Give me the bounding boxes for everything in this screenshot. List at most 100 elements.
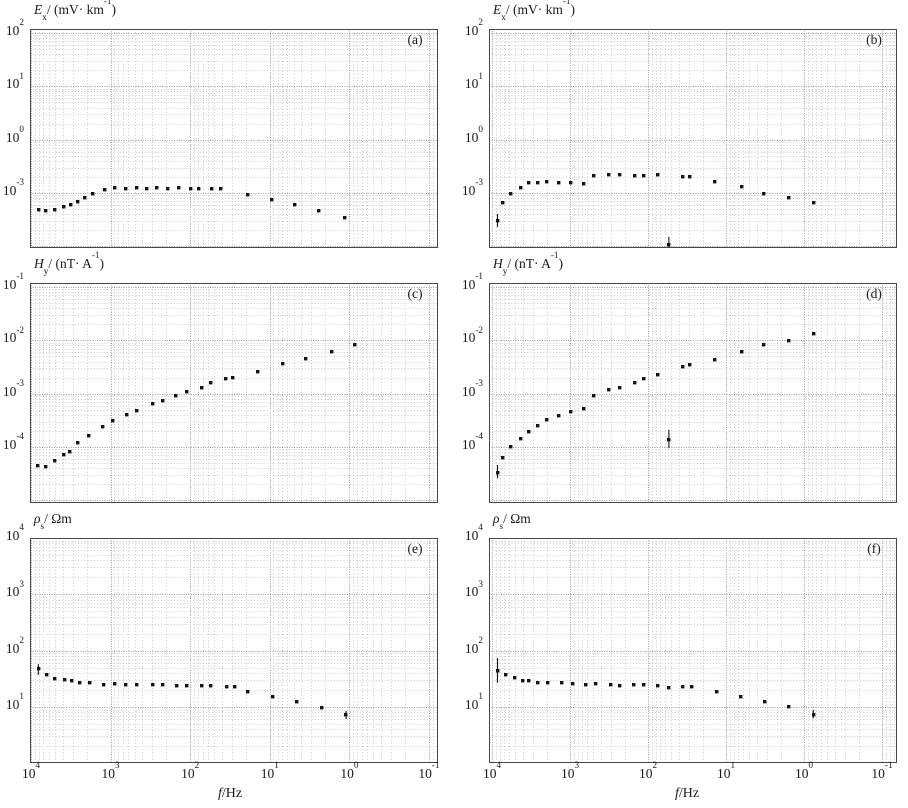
data-point-marker <box>304 357 308 361</box>
x-axis-title-var-right: f <box>674 786 679 801</box>
data-point-marker <box>295 700 299 704</box>
data-point-marker <box>501 201 505 205</box>
data-point-marker <box>151 683 155 687</box>
panel-f-gridlines <box>489 538 897 763</box>
data-point-marker <box>44 465 48 469</box>
data-point-marker <box>536 424 540 428</box>
data-point-marker <box>174 394 178 398</box>
data-point-marker <box>124 187 128 191</box>
panel-e-xtick-10e1: 101 <box>260 760 279 781</box>
panel-d-y-axis-title: Hy/ (nT· A-1) <box>493 251 563 276</box>
data-point-marker <box>496 219 500 223</box>
panel-b-ylabel-sup: -1 <box>562 0 571 7</box>
data-point-marker <box>353 343 357 347</box>
panel-c-ytick-10e-4: 10-4 <box>2 431 24 452</box>
data-point-marker <box>592 174 596 178</box>
panel-e-data-points <box>37 667 348 717</box>
data-point-marker <box>53 459 57 463</box>
data-point-marker <box>44 209 48 213</box>
panel-c-plot <box>30 283 438 503</box>
data-point-marker <box>607 173 611 177</box>
data-point-marker <box>189 187 193 191</box>
x-axis-title-unit-right: /Hz <box>678 786 700 801</box>
panel-e-corner-label: (e) <box>407 541 423 556</box>
data-point-marker <box>135 409 139 413</box>
panel-b-corner-label: (b) <box>866 32 882 47</box>
data-point-marker <box>812 201 816 205</box>
panel-e-ytick-10e2: 102 <box>5 635 24 656</box>
data-point-marker <box>225 685 229 689</box>
panel-f-plot <box>489 538 897 763</box>
data-point-marker <box>536 181 540 185</box>
data-point-marker <box>690 685 694 689</box>
data-point-marker <box>343 216 347 220</box>
panel-f-ytick-10e2: 102 <box>464 635 483 656</box>
data-point-marker <box>102 683 106 687</box>
panel-b-ylabel-close: ) <box>570 2 575 17</box>
panel-a-gridlines <box>30 29 438 248</box>
panel-f-border <box>489 538 897 763</box>
data-point-marker <box>557 181 561 185</box>
panel-f-errorbars <box>496 658 814 719</box>
panel-e-ytick-10e4: 104 <box>5 522 24 543</box>
data-point-marker <box>763 700 767 704</box>
panel-d-ylabel-sup: -1 <box>550 250 559 261</box>
data-point-marker <box>545 180 549 184</box>
panel-e-ylabel-var: ρ <box>34 511 41 526</box>
data-point-marker <box>667 686 671 690</box>
panel-c-ylabel-sub: y <box>43 266 49 277</box>
data-point-marker <box>113 186 117 190</box>
data-point-marker <box>62 453 66 457</box>
panel-d-data-points <box>496 332 816 475</box>
data-point-marker <box>135 186 139 190</box>
panel-a-corner-label: (a) <box>407 32 423 47</box>
panel-c-ytick-10e-1: 10-1 <box>2 271 24 292</box>
panel-a-ytick-10e0: 100 <box>5 124 24 145</box>
data-point-marker <box>68 450 72 454</box>
data-point-marker <box>642 174 646 178</box>
panel-d-gridlines <box>489 283 897 503</box>
data-point-marker <box>513 676 517 680</box>
data-point-marker <box>812 332 816 336</box>
panel-e-ytick-10e1: 101 <box>5 691 24 712</box>
panel-a-ylabel-unit: / (mV· km <box>46 2 104 17</box>
panel-b-ylabel-unit: / (mV· km <box>505 2 563 17</box>
data-point-marker <box>582 407 586 411</box>
data-point-marker <box>293 203 297 207</box>
data-point-marker <box>209 381 213 385</box>
panel-c-gridlines <box>30 283 438 503</box>
data-point-marker <box>37 208 41 212</box>
data-point-marker <box>632 683 636 687</box>
panel-e-border <box>30 538 438 763</box>
panel-e-plot <box>30 538 438 763</box>
data-point-marker <box>681 365 685 369</box>
panel-f-xtick-10e2: 102 <box>638 760 658 781</box>
data-point-marker <box>36 464 40 468</box>
data-point-marker <box>519 437 523 441</box>
panel-e-xtick-10e4: 104 <box>21 760 41 781</box>
data-point-marker <box>681 175 685 179</box>
data-point-marker <box>125 413 129 417</box>
panel-f-xtick-10e0: 100 <box>794 760 814 781</box>
data-point-marker <box>527 181 531 185</box>
panel-d-ytick-10e-1: 10-1 <box>461 271 483 292</box>
panel-f-xtick-10e1: 101 <box>716 760 736 781</box>
panel-b-ylabel-var: E <box>493 2 502 17</box>
data-point-marker <box>594 682 598 686</box>
data-point-marker <box>569 410 573 414</box>
data-point-marker <box>256 370 260 374</box>
panel-e-xtick-10e2: 102 <box>181 760 200 781</box>
data-point-marker <box>185 684 189 688</box>
panel-e-ylabel-sub: s <box>40 521 45 532</box>
data-point-marker <box>53 677 57 681</box>
panel-e-xtick-10e3: 103 <box>101 760 120 781</box>
data-point-marker <box>787 196 791 200</box>
data-point-marker <box>519 186 523 190</box>
panel-e-gridlines <box>30 538 438 763</box>
panel-e-ytick-10e3: 103 <box>5 578 24 600</box>
panel-f-ytick-10e4: 104 <box>464 522 483 543</box>
data-point-marker <box>155 186 159 190</box>
data-point-marker <box>582 182 586 186</box>
data-point-marker <box>45 673 49 677</box>
